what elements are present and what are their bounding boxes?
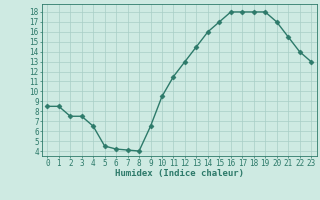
- X-axis label: Humidex (Indice chaleur): Humidex (Indice chaleur): [115, 169, 244, 178]
